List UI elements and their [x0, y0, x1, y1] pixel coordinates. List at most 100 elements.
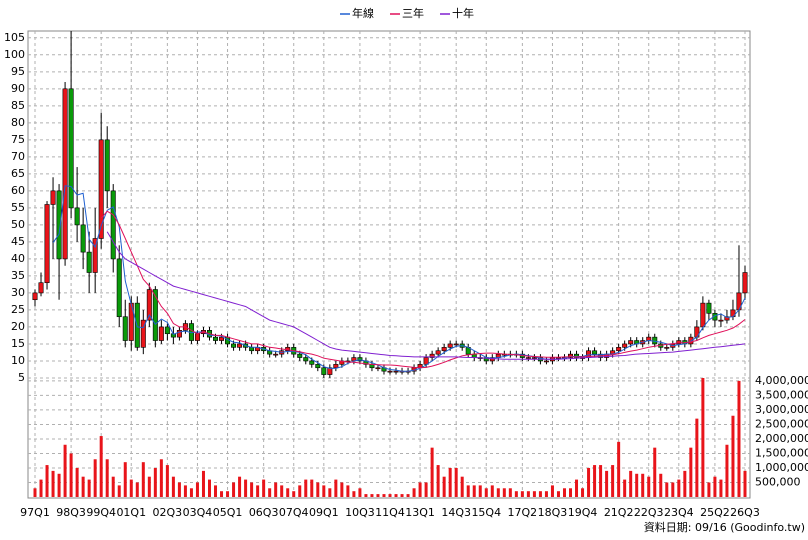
x-tick-label: 01Q1: [116, 506, 146, 519]
candle-body: [676, 340, 682, 345]
candle-body: [453, 343, 459, 346]
volume-bar: [63, 444, 67, 497]
volume-bar: [153, 467, 157, 497]
x-tick-label: 18Q3: [538, 506, 568, 519]
volume-bar: [617, 441, 621, 497]
volume-bar: [713, 476, 717, 497]
volume-bar: [322, 485, 326, 497]
volume-bar: [695, 418, 699, 497]
volume-bar: [707, 482, 711, 497]
legend-label: 三年: [402, 6, 424, 20]
volume-bar: [743, 470, 747, 497]
volume-bar: [424, 482, 428, 497]
volume-bar: [544, 491, 548, 497]
y-tick-label: 80: [11, 116, 25, 129]
x-tick-label: 25Q2: [700, 506, 730, 519]
candle-body: [140, 319, 146, 348]
candle-body: [543, 360, 549, 363]
candle-body: [303, 357, 309, 362]
volume-bar: [280, 485, 284, 497]
y-tick-label: 90: [11, 82, 25, 95]
candle-body: [568, 353, 574, 358]
volume-bar: [611, 465, 615, 497]
y-tick-label: 35: [11, 269, 25, 282]
volume-bar: [93, 459, 97, 497]
footnote: 資料日期: 09/16 (Goodinfo.tw): [644, 520, 805, 534]
volume-bar: [490, 485, 494, 497]
candle-body: [213, 336, 219, 341]
volume-bar: [370, 494, 374, 497]
candle-body: [622, 343, 628, 348]
volume-bar: [484, 488, 488, 497]
volume-bar: [45, 465, 49, 497]
y-tick-label: 15: [11, 337, 25, 350]
volume-bar: [719, 479, 723, 497]
candle-body: [86, 251, 92, 273]
x-tick-label: 97Q1: [20, 506, 50, 519]
volume-bar: [111, 476, 115, 497]
volume-bar: [653, 447, 657, 497]
volume-bar: [165, 465, 169, 497]
candle-body: [249, 347, 255, 352]
candle-body: [574, 353, 580, 358]
volume-bar: [665, 482, 669, 497]
candle-body: [375, 367, 381, 370]
volume-bar: [244, 479, 248, 497]
volume-bar: [532, 491, 536, 497]
candle-body: [194, 333, 200, 341]
volume-bar: [406, 494, 410, 497]
x-tick-label: 11Q4: [375, 506, 405, 519]
volume-bar: [298, 485, 302, 497]
candle-body: [628, 340, 634, 345]
candle-body: [56, 190, 62, 260]
candle-body: [423, 357, 429, 365]
legend-label: 十年: [452, 6, 474, 20]
candle-body: [32, 292, 38, 301]
volume-bar: [550, 485, 554, 497]
candle-body: [273, 353, 279, 356]
volume-bar: [701, 378, 705, 497]
volume-bar: [207, 479, 211, 497]
volume-bar: [520, 491, 524, 497]
volume-bar: [382, 494, 386, 497]
volume-bar: [346, 485, 350, 497]
volume-bar: [430, 447, 434, 497]
volume-bar: [352, 491, 356, 497]
volume-bar: [51, 470, 55, 497]
x-tick-label: 98Q3: [56, 506, 86, 519]
volume-bar: [575, 479, 579, 497]
ma-line: [106, 231, 746, 360]
volume-bar: [334, 479, 338, 497]
volume-bar: [33, 488, 37, 497]
volume-bar: [581, 488, 585, 497]
candle-body: [104, 139, 110, 192]
volume-bar: [147, 476, 151, 497]
volume-bar: [274, 482, 278, 497]
candle-body: [62, 88, 68, 260]
volume-bar: [569, 488, 573, 497]
volume-bar: [502, 488, 506, 497]
x-tick-label: 99Q4: [86, 506, 116, 519]
x-tick-label: 19Q4: [568, 506, 598, 519]
candle-body: [327, 367, 333, 375]
volume-bar: [671, 482, 675, 497]
y-tick-label: 105: [4, 31, 25, 44]
volume-bar: [81, 476, 85, 497]
x-tick-label: 09Q1: [309, 506, 339, 519]
candle-body: [531, 357, 537, 359]
x-tick-label: 03Q4: [183, 506, 213, 519]
candle-body: [321, 367, 327, 375]
x-tick-label: 13Q1: [405, 506, 435, 519]
ma-line: [52, 185, 746, 372]
x-tick-label: 05Q1: [213, 506, 243, 519]
volume-bar: [508, 488, 512, 497]
candle-body: [176, 330, 182, 338]
y-tick-label: 60: [11, 184, 25, 197]
y-tick-label: 10: [11, 354, 25, 367]
candle-body: [152, 289, 158, 341]
candle-body: [116, 258, 122, 318]
volume-bar: [117, 485, 121, 497]
volume-bar: [69, 453, 73, 497]
volume-bar: [623, 479, 627, 497]
volume-bar: [677, 479, 681, 497]
